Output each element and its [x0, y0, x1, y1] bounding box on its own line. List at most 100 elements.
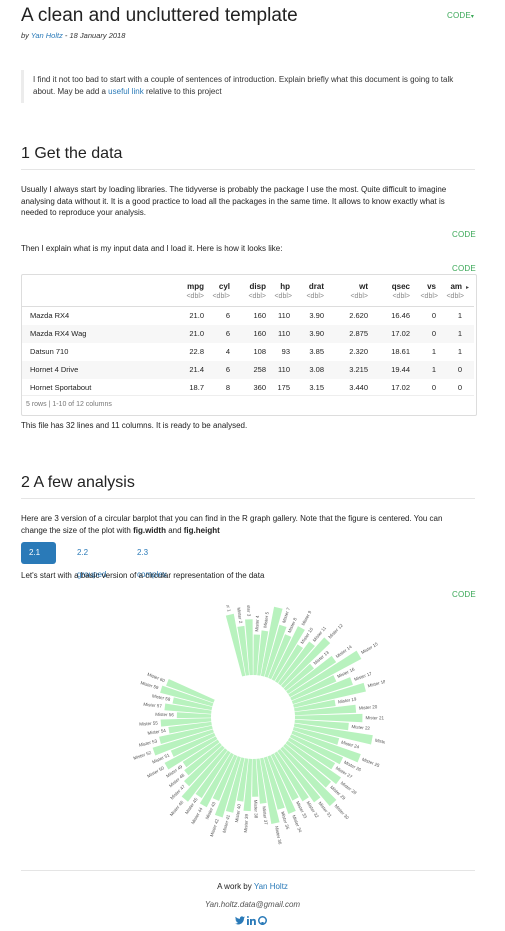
chart-bar-label: Mister 23 [375, 738, 385, 746]
footer-credit: A work by Yan Holtz [0, 882, 505, 891]
table-cell: 160 [253, 329, 266, 338]
author-link[interactable]: Yan Holtz [30, 31, 63, 40]
section2-heading: 2 A few analysis [21, 474, 135, 491]
data-table-content: mpg cyl disp hp drat wt qsec vs am ▸ <db… [22, 282, 474, 408]
chart-bar [281, 637, 331, 688]
chart-bar [225, 613, 246, 677]
chart-bar-label: Mister 8 [287, 616, 298, 633]
col-qsec[interactable]: qsec [391, 282, 410, 291]
chart-bar [260, 757, 280, 825]
chart-bar-label: Mister 41 [222, 814, 231, 834]
chart-bar-label: Mister 5 [263, 611, 270, 628]
github-icon[interactable] [258, 916, 267, 925]
chart-bar [199, 752, 234, 808]
section1-para-line: Usually I always start by loading librar… [21, 185, 447, 194]
section1-paragraph: Usually I always start by loading librar… [21, 184, 481, 219]
chart-bar [225, 757, 245, 813]
tab-grouped[interactable]: 2.2 grouped [77, 548, 107, 579]
byline-prefix: by [21, 31, 31, 40]
footer-email[interactable]: Yan.holtz.data@gmail.com [204, 900, 301, 909]
chart-bar-label: Mister 57 [143, 702, 162, 709]
chart-bar-label: Mister 39 [243, 813, 249, 832]
code-menu-button[interactable]: CODE▾ [447, 11, 474, 20]
table-row: Hornet 4 Drive 21.4 6 258 110 3.08 3.215 19.44 1… [22, 361, 474, 379]
chart-bar-label: Mister 46 [169, 799, 185, 817]
code-button-3[interactable]: CODE [452, 590, 476, 599]
chart-bar-label: Mister 53 [138, 738, 158, 747]
linkedin-icon[interactable] [247, 916, 256, 925]
caret-down-icon: ▾ [470, 14, 475, 20]
chart-bar-label: Mister 36 [274, 826, 283, 845]
chart-bar [270, 753, 299, 801]
code-button-2[interactable]: CODE [452, 264, 476, 273]
col-wt[interactable]: wt [359, 282, 368, 291]
chart-bar-label: Mister 42 [209, 818, 220, 838]
section2-paragraph-2: Let's start with a basic version of a ci… [21, 571, 265, 580]
table-cell: 19.44 [391, 365, 410, 374]
col-mpg[interactable]: mpg [187, 282, 204, 291]
chart-bar-label: Mister 3 [246, 605, 252, 617]
chart-bar [267, 755, 296, 814]
chart-bar [243, 758, 253, 812]
section2-para-text: change the size of the plot with [21, 525, 134, 535]
code-menu-label: CODE [447, 11, 471, 20]
section2-para-line: change the size of the plot with fig.wid… [21, 525, 481, 537]
chart-bar [176, 712, 212, 719]
chart-bar [252, 758, 259, 797]
byline: by Yan Holtz - 18 January 2018 [21, 31, 125, 40]
chart-bar [264, 624, 287, 678]
chart-bar-label: Mister 22 [351, 724, 370, 731]
chart-bar-label: Mister 60 [147, 672, 166, 684]
type-am: <dbl> [446, 293, 464, 300]
tab-basic[interactable]: 2.1 basic [21, 542, 56, 579]
table-cell: 18.7 [189, 383, 204, 392]
section1-paragraph-3: This file has 32 lines and 11 columns. I… [21, 421, 248, 430]
chart-bars [152, 606, 373, 825]
section1-para-line: needed to reproduce your analysis. [21, 208, 146, 217]
chart-bar [289, 734, 344, 765]
chart-bar [159, 725, 213, 744]
fig-height-text: fig.height [183, 525, 220, 535]
chart-bar-label: Mister 20 [359, 704, 378, 711]
section1-divider [21, 169, 475, 170]
table-cell: 21.4 [189, 365, 204, 374]
type-qsec: <dbl> [392, 293, 410, 300]
col-am[interactable]: am [450, 282, 462, 291]
section2-divider [21, 498, 475, 499]
chart-bar [283, 663, 314, 691]
table-cell: 21.0 [189, 329, 204, 338]
col-vs[interactable]: vs [427, 282, 436, 291]
section1-paragraph-2: Then I explain what is my input data and… [21, 244, 283, 253]
col-drat[interactable]: drat [308, 282, 324, 291]
chart-bar-label: Mister 7 [281, 606, 291, 623]
chart-bar-label: Mister 30 [334, 803, 351, 820]
table-cell: 1 [457, 347, 462, 356]
code-button-1[interactable]: CODE [452, 230, 476, 239]
page-title: A clean and uncluttered template [21, 5, 298, 26]
table-footer-pagination[interactable]: 5 rows | 1-10 of 12 columns [26, 401, 112, 408]
table-header: mpg cyl disp hp drat wt qsec vs am ▸ <db… [30, 282, 470, 304]
table-footer-divider [22, 395, 474, 396]
table-cell: 110 [278, 329, 290, 338]
chart-bar [166, 679, 215, 703]
chart-bar [277, 749, 321, 803]
col-disp[interactable]: disp [249, 282, 266, 291]
table-cell: 17.02 [391, 329, 410, 338]
table-cell: 1 [457, 311, 462, 320]
footer-author-link[interactable]: Yan Holtz [253, 882, 288, 891]
table-cell: 0 [431, 329, 436, 338]
tab-complex[interactable]: 2.3 complex [137, 548, 167, 579]
col-hp[interactable]: hp [280, 282, 290, 291]
useful-link[interactable]: useful link [108, 86, 144, 96]
table-row: Mazda RX4 21.0 6 160 110 3.90 2.620 16.46 0 1 [22, 307, 474, 325]
chart-bar-label: Mister 40 [234, 803, 242, 823]
table-cell: 18.61 [391, 347, 410, 356]
footer-prefix: A work by [217, 882, 254, 891]
row-name: Datsun 710 [30, 347, 69, 356]
chart-bar [182, 739, 220, 768]
twitter-icon[interactable] [235, 916, 245, 925]
col-cyl[interactable]: cyl [218, 282, 230, 291]
table-row: Mazda RX4 Wag 21.0 6 160 110 3.90 2.875 17.02 0 1 [22, 325, 474, 343]
chart-bar-label: Mister 56 [155, 712, 174, 717]
more-columns-arrow-icon[interactable]: ▸ [466, 285, 470, 291]
